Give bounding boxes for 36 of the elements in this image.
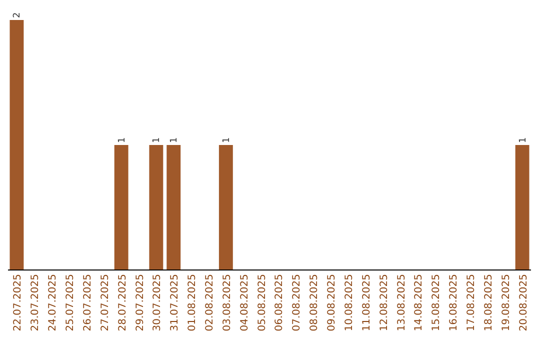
x-tick-label: 15.08.2025: [431, 274, 442, 332]
data-label: 1: [222, 137, 232, 143]
x-tick-label: 24.07.2025: [48, 274, 59, 332]
x-tick-label: 27.07.2025: [100, 274, 111, 332]
x-tick-label: 10.08.2025: [344, 274, 355, 332]
x-tick-label: 03.08.2025: [222, 274, 233, 332]
x-tick-label: 12.08.2025: [378, 274, 390, 332]
x-tick-label: 02.08.2025: [204, 274, 216, 332]
x-tick-label: 26.07.2025: [82, 274, 94, 332]
x-tick-label: 29.07.2025: [134, 274, 146, 332]
x-tick-label: 18.08.2025: [483, 274, 494, 332]
x-tick-label: 05.08.2025: [256, 274, 268, 332]
x-tick-label: 13.08.2025: [396, 274, 408, 332]
x-tick-label: 07.08.2025: [292, 274, 303, 332]
x-tick-label: 31.07.2025: [170, 274, 181, 332]
x-tick-label: 30.07.2025: [152, 274, 164, 332]
data-label: 2: [12, 12, 23, 18]
x-tick-label: 23.07.2025: [30, 274, 42, 332]
x-tick-label: 11.08.2025: [361, 274, 372, 332]
x-tick-label: 08.08.2025: [309, 274, 320, 332]
x-tick-label: 20.08.2025: [518, 274, 530, 332]
x-tick-label: 01.08.2025: [187, 274, 198, 332]
x-tick-label: 25.07.2025: [65, 274, 76, 332]
x-tick-label: 17.08.2025: [466, 274, 477, 332]
x-tick-label: 28.07.2025: [117, 274, 128, 332]
data-label: 1: [170, 137, 180, 143]
x-tick-label: 22.07.2025: [12, 274, 24, 332]
x-tick-label: 16.08.2025: [448, 274, 460, 332]
data-label: 1: [152, 137, 162, 143]
data-label: 1: [518, 137, 528, 143]
x-tick-label: 14.08.2025: [414, 274, 425, 332]
data-label: 1: [117, 137, 128, 143]
x-tick-label: 06.08.2025: [274, 274, 286, 332]
x-tick-label: 09.08.2025: [326, 274, 338, 332]
x-tick-label: 04.08.2025: [239, 274, 250, 332]
x-tick-label: 19.08.2025: [500, 274, 512, 332]
